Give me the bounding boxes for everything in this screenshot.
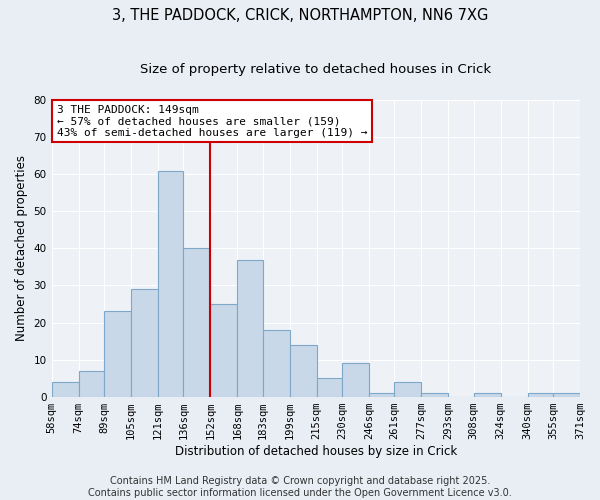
Bar bbox=[104, 312, 131, 396]
Bar bbox=[237, 260, 263, 396]
Bar bbox=[553, 393, 580, 396]
Bar bbox=[183, 248, 210, 396]
Bar bbox=[263, 330, 290, 396]
Bar bbox=[369, 393, 394, 396]
Y-axis label: Number of detached properties: Number of detached properties bbox=[15, 156, 28, 342]
Bar bbox=[473, 393, 500, 396]
Bar bbox=[527, 393, 553, 396]
Bar bbox=[394, 382, 421, 396]
Text: Contains HM Land Registry data © Crown copyright and database right 2025.
Contai: Contains HM Land Registry data © Crown c… bbox=[88, 476, 512, 498]
Bar bbox=[131, 289, 158, 397]
X-axis label: Distribution of detached houses by size in Crick: Distribution of detached houses by size … bbox=[175, 444, 457, 458]
Bar bbox=[158, 170, 183, 396]
Bar bbox=[290, 344, 317, 397]
Bar bbox=[210, 304, 237, 396]
Title: Size of property relative to detached houses in Crick: Size of property relative to detached ho… bbox=[140, 62, 491, 76]
Text: 3 THE PADDOCK: 149sqm
← 57% of detached houses are smaller (159)
43% of semi-det: 3 THE PADDOCK: 149sqm ← 57% of detached … bbox=[57, 104, 367, 138]
Bar bbox=[52, 382, 79, 396]
Text: 3, THE PADDOCK, CRICK, NORTHAMPTON, NN6 7XG: 3, THE PADDOCK, CRICK, NORTHAMPTON, NN6 … bbox=[112, 8, 488, 22]
Bar bbox=[421, 393, 448, 396]
Bar bbox=[317, 378, 342, 396]
Bar bbox=[79, 370, 104, 396]
Bar bbox=[342, 363, 369, 396]
